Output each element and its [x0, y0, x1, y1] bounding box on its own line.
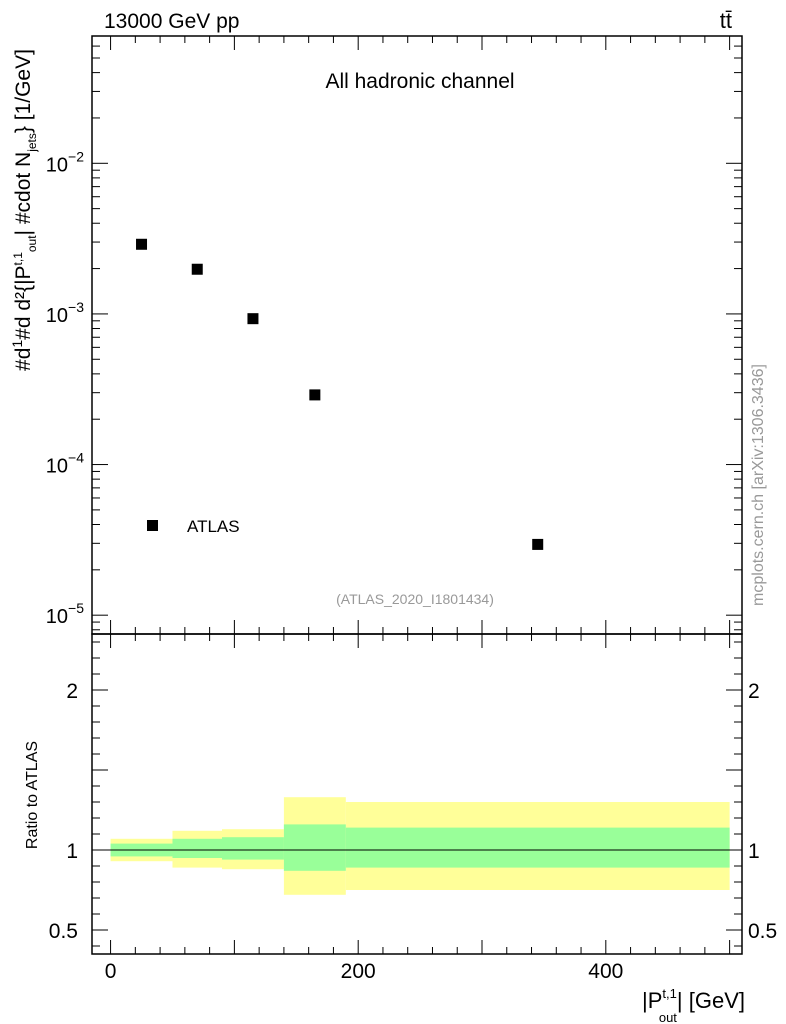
y-tick-label-2: 10−3 — [46, 299, 84, 327]
x-tick-label-0: 0 — [105, 960, 117, 983]
y-tick-label-1: 10−4 — [46, 450, 84, 478]
energy-label: 13000 GeV pp — [104, 10, 239, 33]
side-label: mcplots.cern.ch [arXiv:1306.3436] — [750, 364, 767, 606]
main-ylabel: #d1#d d²{|Pt,1out| #cdot Njets} [1/GeV] — [9, 49, 39, 371]
x-tick-label-1: 200 — [341, 960, 376, 983]
process-label: tt̄ — [720, 8, 732, 33]
axis-ticks — [92, 35, 742, 954]
ratio-bands — [110, 797, 730, 895]
ratio-y-tick-label-left-0: 0.5 — [49, 920, 78, 943]
ratio-y-tick-label-right-2: 2 — [748, 680, 760, 703]
ratio-y-tick-label-left-2: 2 — [66, 680, 78, 703]
ratio-plot-frame — [91, 633, 743, 955]
ratio-band-inner-3 — [283, 824, 346, 871]
y-tick-label-3: 10−2 — [46, 148, 84, 176]
data-point-0 — [136, 238, 148, 250]
ratio-band-inner-2 — [222, 837, 284, 860]
ratio-band-inner-1 — [172, 838, 222, 858]
data-point-2 — [247, 313, 259, 325]
data-points — [136, 238, 544, 550]
data-point-4 — [532, 538, 544, 550]
ratio-ylabel: Ratio to ATLAS — [24, 741, 41, 849]
x-tick-label-2: 400 — [588, 960, 623, 983]
xlabel: |Pt,1 out| [GeV] — [642, 986, 745, 1024]
legend-marker — [147, 520, 158, 531]
legend-label: ATLAS — [187, 517, 240, 536]
ratio-y-tick-label-left-1: 1 — [66, 840, 78, 863]
main-plot-frame — [91, 35, 743, 635]
chart-title: All hadronic channel — [325, 70, 514, 93]
data-point-1 — [191, 263, 203, 275]
svg-text:|Pt,1out| [GeV]: |Pt,1 out| [GeV] — [642, 986, 745, 1024]
svg-text:#d1#d d²{|Pt,1out| #cdot Njet: #d1#d d²{|Pt,1out| #cdot Njets} [1/GeV] — [9, 49, 39, 371]
analysis-annotation: (ATLAS_2020_I1801434) — [336, 591, 494, 607]
ratio-y-tick-label-right-0: 0.5 — [748, 920, 777, 943]
data-point-3 — [309, 389, 321, 401]
y-tick-label-0: 10−5 — [46, 600, 84, 628]
ratio-band-inner-4 — [345, 827, 730, 868]
ratio-y-tick-label-right-1: 1 — [748, 840, 760, 863]
